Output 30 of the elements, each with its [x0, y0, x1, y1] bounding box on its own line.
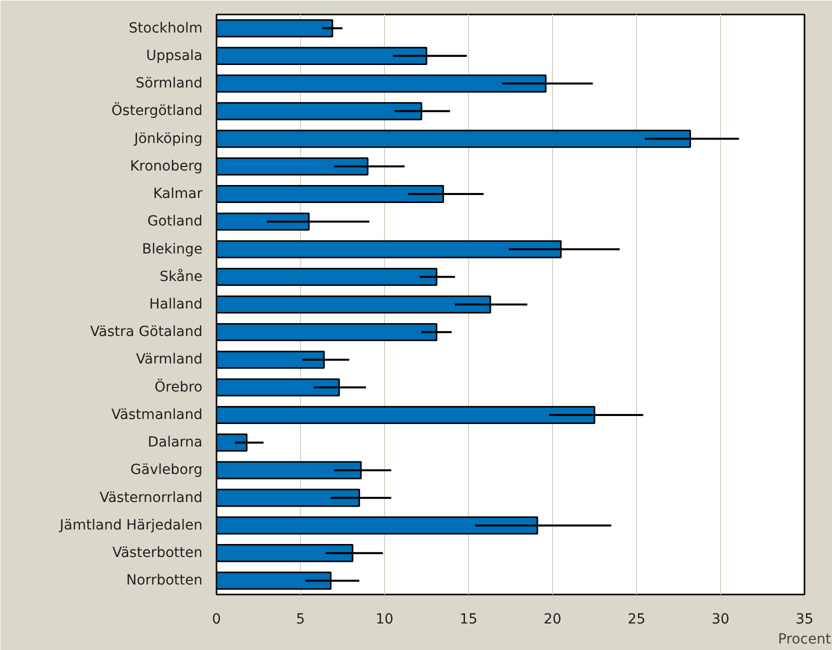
- y-tick-label: Halland: [149, 296, 203, 312]
- x-tick-label: 0: [212, 612, 221, 628]
- y-tick-label: Sörmland: [136, 76, 202, 92]
- y-tick-label: Gävleborg: [130, 462, 203, 478]
- y-tick-label: Västerbotten: [112, 545, 202, 562]
- y-tick-label: Jämtland Härjedalen: [58, 517, 203, 534]
- y-tick-label: Örebro: [154, 378, 203, 396]
- y-tick-label: Kronoberg: [130, 158, 202, 174]
- y-tick-label: Uppsala: [146, 48, 203, 64]
- y-tick-label: Gotland: [147, 214, 203, 230]
- x-tick-label: 20: [544, 612, 562, 628]
- x-tick-label: 15: [460, 612, 478, 628]
- y-tick-label: Stockholm: [128, 20, 203, 36]
- y-tick-label: Kalmar: [153, 186, 203, 202]
- y-tick-label: Jönköping: [133, 130, 203, 147]
- x-tick-label: 5: [296, 612, 305, 628]
- y-tick-label: Västernorrland: [100, 490, 203, 506]
- y-tick-label: Norrbotten: [126, 572, 203, 589]
- y-tick-label: Östergötland: [111, 102, 203, 120]
- x-axis-title: Procent: [778, 632, 832, 648]
- y-tick-label: Västra Götaland: [90, 324, 203, 340]
- y-tick-label: Västmanland: [111, 406, 202, 423]
- y-tick-label: Värmland: [136, 352, 203, 368]
- x-tick-label: 10: [376, 612, 394, 628]
- x-tick-label: 30: [712, 612, 730, 628]
- x-tick-label: 35: [796, 612, 814, 628]
- x-tick-label: 25: [628, 612, 646, 628]
- y-tick-label: Blekinge: [142, 241, 203, 258]
- y-tick-label: Skåne: [160, 268, 203, 285]
- y-tick-label: Dalarna: [148, 434, 203, 451]
